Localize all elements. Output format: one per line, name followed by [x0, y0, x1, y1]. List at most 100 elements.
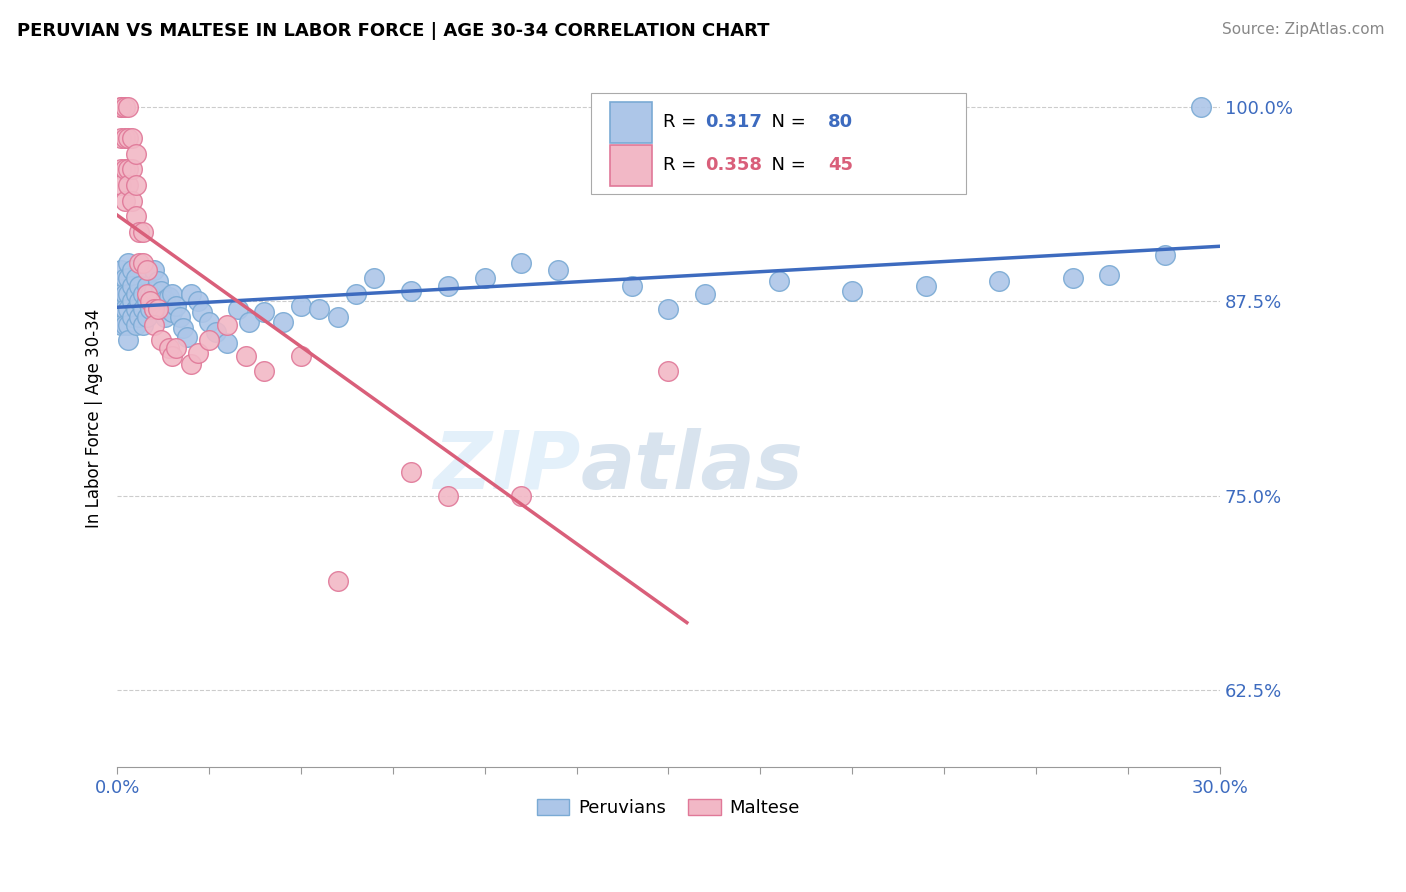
- Point: [657, 302, 679, 317]
- Point: [190, 305, 212, 319]
- Point: [142, 263, 165, 277]
- Point: [988, 274, 1011, 288]
- Point: [217, 318, 239, 332]
- Point: [510, 489, 533, 503]
- Text: N =: N =: [761, 112, 811, 130]
- Point: [153, 310, 176, 324]
- Point: [399, 284, 422, 298]
- FancyBboxPatch shape: [592, 93, 966, 194]
- Point: [121, 131, 143, 145]
- Text: N =: N =: [761, 156, 811, 174]
- Text: R =: R =: [664, 156, 702, 174]
- Point: [110, 162, 132, 177]
- Point: [139, 286, 162, 301]
- Point: [114, 302, 136, 317]
- Point: [510, 255, 533, 269]
- Text: 80: 80: [828, 112, 853, 130]
- Point: [121, 310, 143, 324]
- Point: [132, 318, 155, 332]
- Text: 0.317: 0.317: [704, 112, 762, 130]
- Point: [139, 294, 162, 309]
- Point: [228, 302, 250, 317]
- Point: [235, 349, 257, 363]
- Bar: [610, 102, 652, 143]
- Point: [135, 263, 157, 277]
- Point: [198, 333, 221, 347]
- Point: [135, 286, 157, 301]
- Point: [205, 326, 228, 340]
- Point: [162, 305, 184, 319]
- Point: [1062, 271, 1084, 285]
- Point: [150, 302, 173, 317]
- Point: [121, 294, 143, 309]
- Point: [110, 302, 132, 317]
- Point: [128, 310, 150, 324]
- Point: [253, 364, 276, 378]
- Point: [326, 310, 349, 324]
- Legend: Peruvians, Maltese: Peruvians, Maltese: [530, 792, 807, 824]
- Point: [238, 315, 260, 329]
- Point: [914, 279, 936, 293]
- Point: [117, 255, 139, 269]
- Point: [437, 489, 460, 503]
- Point: [146, 302, 169, 317]
- Point: [117, 271, 139, 285]
- Point: [157, 290, 180, 304]
- Point: [124, 178, 146, 192]
- Bar: [610, 145, 652, 186]
- Text: R =: R =: [664, 112, 702, 130]
- Point: [110, 263, 132, 277]
- Point: [142, 318, 165, 332]
- Point: [110, 100, 132, 114]
- Point: [132, 286, 155, 301]
- Point: [114, 162, 136, 177]
- Point: [121, 194, 143, 208]
- Point: [142, 302, 165, 317]
- Point: [290, 299, 312, 313]
- Point: [117, 162, 139, 177]
- Point: [114, 286, 136, 301]
- Text: Source: ZipAtlas.com: Source: ZipAtlas.com: [1222, 22, 1385, 37]
- Point: [180, 357, 202, 371]
- Point: [657, 364, 679, 378]
- Point: [187, 294, 209, 309]
- Point: [162, 349, 184, 363]
- Point: [1153, 248, 1175, 262]
- Point: [110, 178, 132, 192]
- Point: [1189, 100, 1212, 114]
- Point: [198, 315, 221, 329]
- Point: [157, 341, 180, 355]
- Point: [121, 279, 143, 293]
- Point: [117, 100, 139, 114]
- Point: [110, 131, 132, 145]
- Point: [474, 271, 496, 285]
- Point: [114, 100, 136, 114]
- Point: [363, 271, 385, 285]
- Point: [172, 321, 194, 335]
- Point: [124, 209, 146, 223]
- Text: PERUVIAN VS MALTESE IN LABOR FORCE | AGE 30-34 CORRELATION CHART: PERUVIAN VS MALTESE IN LABOR FORCE | AGE…: [17, 22, 769, 40]
- Point: [114, 131, 136, 145]
- Point: [308, 302, 330, 317]
- Point: [124, 286, 146, 301]
- Point: [128, 225, 150, 239]
- Point: [117, 178, 139, 192]
- Point: [399, 465, 422, 479]
- Point: [132, 255, 155, 269]
- Y-axis label: In Labor Force | Age 30-34: In Labor Force | Age 30-34: [86, 309, 103, 527]
- Point: [135, 279, 157, 293]
- Point: [326, 574, 349, 588]
- Point: [114, 318, 136, 332]
- Point: [768, 274, 790, 288]
- Point: [114, 194, 136, 208]
- Point: [150, 284, 173, 298]
- Point: [128, 279, 150, 293]
- Point: [124, 271, 146, 285]
- Point: [114, 271, 136, 285]
- Point: [135, 294, 157, 309]
- Point: [165, 341, 187, 355]
- Point: [180, 286, 202, 301]
- Text: 45: 45: [828, 156, 853, 174]
- Point: [146, 274, 169, 288]
- Point: [132, 225, 155, 239]
